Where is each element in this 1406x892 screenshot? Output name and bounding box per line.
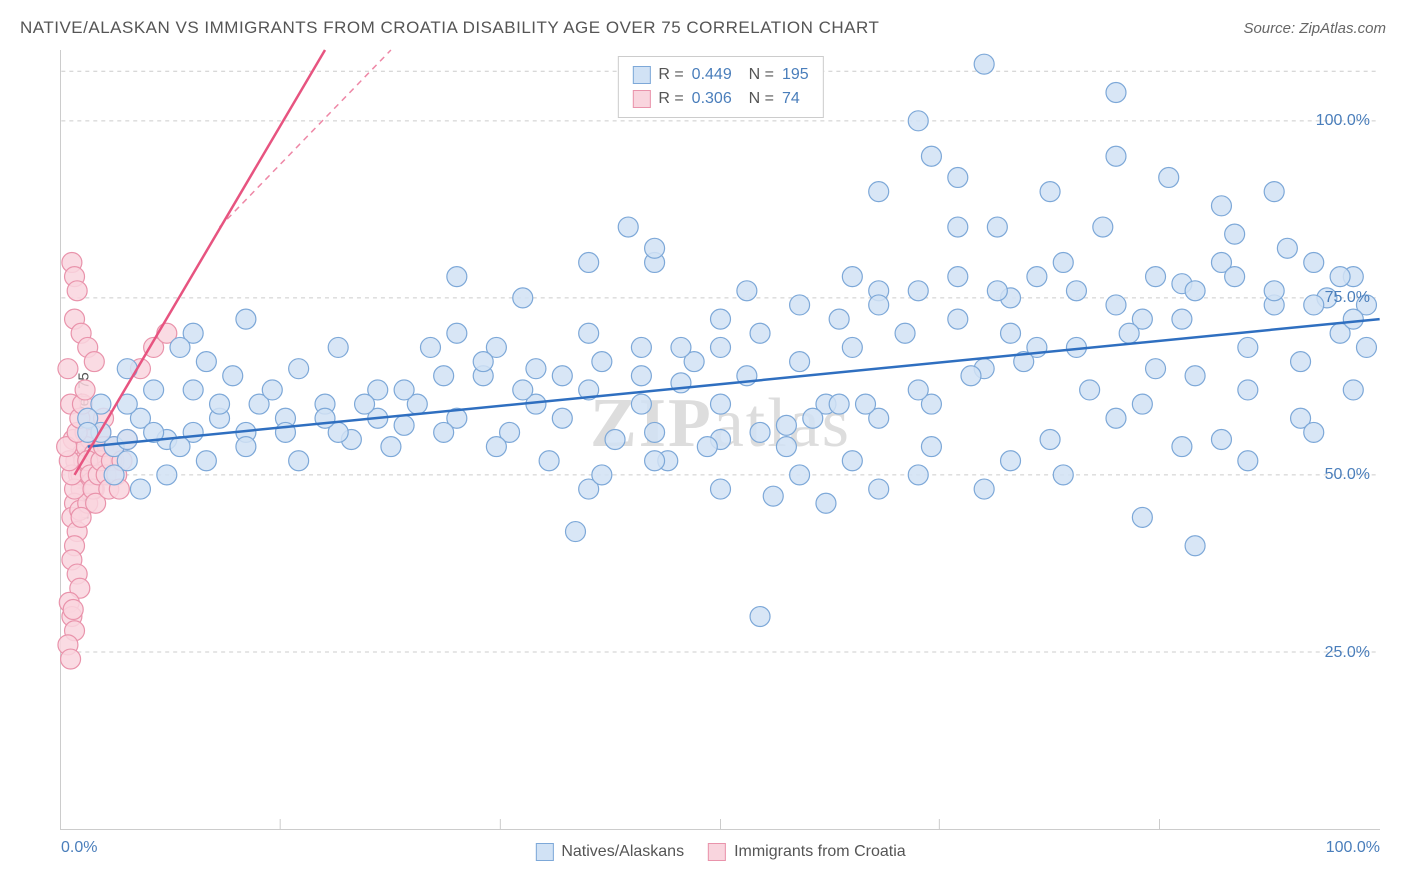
- legend-r-value: 0.306: [692, 87, 732, 111]
- chart-header: NATIVE/ALASKAN VS IMMIGRANTS FROM CROATI…: [20, 18, 1386, 38]
- legend-r-value: 0.449: [692, 63, 732, 87]
- legend-row: R = 0.306 N = 74: [632, 87, 808, 111]
- legend-n-value: 195: [782, 63, 809, 87]
- x-tick-left: 0.0%: [61, 839, 97, 857]
- legend-label: Immigrants from Croatia: [734, 843, 906, 861]
- legend-swatch-blue: [535, 843, 553, 861]
- series-legend: Natives/Alaskans Immigrants from Croatia: [535, 843, 905, 861]
- y-tick-label: 100.0%: [1316, 112, 1370, 130]
- legend-r-label: R =: [658, 63, 683, 87]
- chart-svg: [61, 50, 1380, 829]
- legend-item: Natives/Alaskans: [535, 843, 684, 861]
- y-tick-label: 25.0%: [1325, 644, 1370, 662]
- legend-r-label: R =: [658, 87, 683, 111]
- legend-swatch-pink: [708, 843, 726, 861]
- y-tick-label: 75.0%: [1325, 289, 1370, 307]
- y-tick-label: 50.0%: [1325, 466, 1370, 484]
- correlation-legend: R = 0.449 N = 195 R = 0.306 N = 74: [617, 56, 823, 118]
- legend-n-label: N =: [740, 87, 774, 111]
- chart-title: NATIVE/ALASKAN VS IMMIGRANTS FROM CROATI…: [20, 18, 879, 38]
- plot-area: ZIPatlas R = 0.449 N = 195 R = 0.306 N =…: [60, 50, 1380, 830]
- legend-row: R = 0.449 N = 195: [632, 63, 808, 87]
- legend-n-label: N =: [740, 63, 774, 87]
- x-tick-right: 100.0%: [1326, 839, 1380, 857]
- legend-swatch-pink: [632, 90, 650, 108]
- chart-source: Source: ZipAtlas.com: [1243, 20, 1386, 37]
- legend-label: Natives/Alaskans: [561, 843, 684, 861]
- legend-swatch-blue: [632, 66, 650, 84]
- legend-n-value: 74: [782, 87, 800, 111]
- legend-item: Immigrants from Croatia: [708, 843, 906, 861]
